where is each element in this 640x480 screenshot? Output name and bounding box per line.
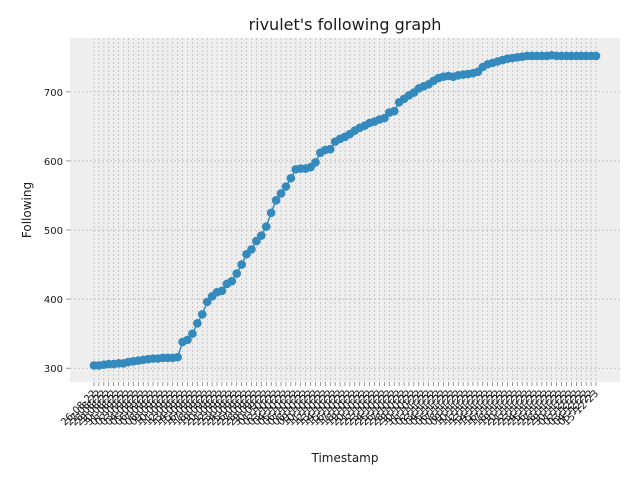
data-point — [217, 286, 227, 296]
data-point — [173, 352, 182, 362]
data-point — [281, 182, 291, 191]
y-tick-label: 500 — [44, 226, 63, 237]
grid-lines — [70, 38, 620, 382]
y-tick-label: 600 — [44, 157, 63, 168]
data-point — [257, 231, 266, 240]
data-point — [311, 158, 320, 167]
data-point — [227, 276, 237, 286]
data-point — [276, 189, 286, 198]
y-tick-label: 700 — [44, 88, 63, 99]
y-tick-label: 400 — [44, 295, 63, 306]
data-point — [247, 245, 256, 254]
data-point — [380, 113, 389, 123]
data-point — [193, 318, 202, 328]
data-point — [261, 222, 271, 231]
data-point — [325, 144, 335, 154]
data-point — [591, 51, 601, 61]
data-point — [237, 260, 246, 269]
x-axis-ticks: 26-08-2227-08-2228-08-2229-08-2230-08-22… — [59, 382, 601, 428]
x-axis-label: Timestamp — [311, 451, 379, 465]
chart-title: rivulet's following graph — [249, 15, 442, 34]
data-point — [188, 329, 197, 338]
y-axis-ticks: 300 400 500 600 700 — [44, 88, 70, 375]
data-point — [197, 310, 207, 319]
y-axis-label: Following — [20, 182, 34, 238]
data-point — [271, 196, 281, 205]
data-point — [389, 106, 399, 116]
data-point — [202, 297, 212, 307]
series-points — [89, 50, 601, 370]
data-point — [286, 173, 296, 183]
data-point — [266, 208, 276, 218]
data-point — [232, 269, 242, 278]
data-point — [252, 236, 261, 246]
y-tick-label: 300 — [44, 364, 63, 375]
data-point — [183, 335, 192, 345]
